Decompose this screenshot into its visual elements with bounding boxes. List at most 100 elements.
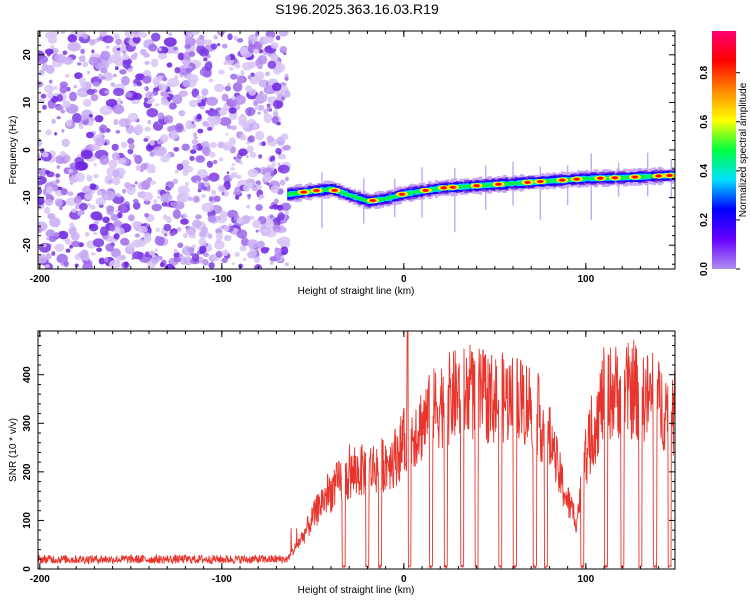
noise-speckle <box>221 257 228 263</box>
noise-speckle <box>86 174 93 182</box>
noise-speckle <box>43 206 51 214</box>
noise-speckle <box>189 155 195 162</box>
signal-hotspot <box>559 178 565 182</box>
noise-speckle <box>275 100 284 109</box>
noise-speckle <box>60 150 66 158</box>
noise-speckle <box>231 172 238 178</box>
noise-speckle <box>207 215 216 223</box>
noise-speckle <box>245 155 249 158</box>
noise-speckle <box>69 91 77 102</box>
noise-speckle <box>131 239 142 248</box>
noise-speckle <box>265 219 275 230</box>
noise-speckle <box>174 67 181 74</box>
noise-speckle <box>284 73 289 78</box>
noise-speckle <box>219 117 232 126</box>
noise-speckle <box>255 183 259 187</box>
noise-speckle <box>177 195 186 203</box>
noise-speckle <box>153 199 158 204</box>
noise-speckle <box>54 243 65 252</box>
noise-speckle <box>79 202 88 211</box>
signal-band-cell <box>554 178 558 183</box>
noise-speckle <box>277 153 286 160</box>
signal-band-cell <box>511 181 515 186</box>
noise-speckle <box>196 169 208 179</box>
noise-speckle <box>89 205 96 210</box>
colorbar-gradient <box>712 31 736 269</box>
noise-speckle <box>269 215 274 219</box>
noise-speckle <box>180 218 189 225</box>
noise-speckle <box>117 157 127 165</box>
noise-speckle <box>192 253 200 262</box>
noise-speckle <box>269 205 274 210</box>
noise-speckle <box>234 251 240 257</box>
signal-band-cell <box>549 179 553 183</box>
noise-speckle <box>63 56 74 65</box>
noise-speckle <box>172 94 183 105</box>
noise-speckle <box>62 100 71 109</box>
noise-speckle <box>182 80 190 88</box>
noise-speckle <box>219 186 227 192</box>
noise-speckle <box>157 140 162 145</box>
noise-speckle <box>184 44 191 49</box>
noise-speckle <box>270 42 279 49</box>
noise-speckle <box>234 95 246 105</box>
noise-speckle <box>43 84 55 93</box>
noise-speckle <box>190 149 197 155</box>
noise-speckle <box>171 230 176 235</box>
noise-speckle <box>275 35 281 41</box>
noise-speckle <box>181 143 190 151</box>
noise-speckle <box>191 244 196 249</box>
noise-speckle <box>38 97 45 104</box>
noise-speckle <box>185 31 194 37</box>
noise-speckle <box>202 259 209 266</box>
noise-speckle <box>218 69 225 75</box>
signal-band-cell <box>390 196 394 199</box>
noise-speckle <box>38 175 47 185</box>
noise-speckle <box>94 115 104 123</box>
noise-speckle <box>67 41 81 52</box>
noise-speckle <box>143 86 148 91</box>
noise-speckle <box>84 231 90 237</box>
noise-speckle <box>60 31 66 34</box>
signal-band-cell <box>351 195 355 198</box>
noise-speckle <box>253 256 261 264</box>
noise-speckle <box>266 135 274 143</box>
colorbar-tick-label: 0.2 <box>699 213 710 227</box>
noise-speckle <box>46 186 54 194</box>
noise-speckle <box>149 139 155 146</box>
noise-speckle <box>217 214 227 224</box>
snr-y-axis-label: SNR (10 * v/v) <box>8 418 19 482</box>
noise-speckle <box>119 203 127 213</box>
noise-speckle <box>256 64 263 70</box>
noise-speckle <box>221 249 229 257</box>
noise-speckle <box>120 141 128 148</box>
noise-speckle <box>232 162 235 167</box>
signal-hotspot <box>524 181 531 184</box>
noise-speckle <box>93 174 99 179</box>
noise-speckle <box>178 90 188 98</box>
noise-speckle <box>264 71 271 77</box>
signal-band-cell <box>290 192 294 196</box>
noise-speckle <box>102 216 110 224</box>
noise-speckle <box>95 197 107 206</box>
noise-speckle <box>239 245 247 252</box>
noise-speckle <box>100 50 111 61</box>
noise-speckle <box>278 236 291 246</box>
noise-speckle <box>172 209 181 220</box>
noise-speckle <box>56 165 61 169</box>
noise-speckle <box>147 120 152 125</box>
noise-speckle <box>168 32 173 36</box>
noise-speckle <box>113 33 120 40</box>
signal-hotspot <box>597 176 603 180</box>
noise-speckle <box>223 61 227 66</box>
noise-speckle <box>198 237 207 247</box>
noise-speckle <box>161 99 170 106</box>
noise-speckle <box>193 196 200 203</box>
noise-speckle <box>236 174 242 179</box>
signal-band-cell <box>377 198 381 202</box>
noise-speckle <box>223 225 230 232</box>
noise-speckle <box>163 115 174 124</box>
noise-speckle <box>233 35 238 41</box>
noise-speckle <box>62 50 68 56</box>
signal-band-cell <box>623 175 627 180</box>
